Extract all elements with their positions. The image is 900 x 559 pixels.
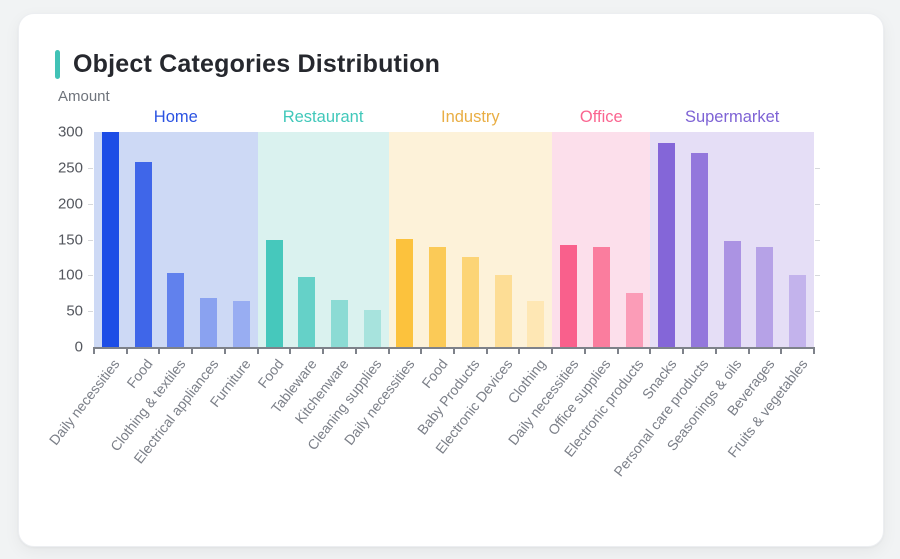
x-axis-tick	[322, 347, 325, 354]
bar	[723, 240, 741, 347]
title-accent-bar	[55, 50, 60, 79]
y-axis-tick	[815, 167, 820, 169]
x-axis-tick	[780, 347, 783, 354]
bar	[756, 246, 774, 347]
x-axis-tick	[158, 347, 161, 354]
y-axis-tick	[815, 239, 820, 241]
x-axis-tick	[682, 347, 685, 354]
bar	[134, 162, 152, 347]
bar	[658, 142, 676, 347]
y-tick-label: 100	[57, 266, 83, 284]
y-tick-label: 50	[66, 302, 83, 320]
y-axis-label: Amount	[58, 88, 110, 105]
x-axis-tick	[93, 347, 95, 354]
x-axis-tick	[813, 347, 815, 354]
group-label: Home	[153, 108, 198, 126]
bar	[101, 132, 119, 347]
bar	[592, 247, 610, 347]
bar	[330, 300, 348, 347]
x-axis-tick	[223, 347, 226, 354]
x-axis-tick	[289, 347, 292, 354]
y-axis: 0 50 100 150 200 250 300	[19, 124, 83, 356]
group-label: Office	[579, 108, 623, 126]
x-axis-labels: Daily necessities Food Clothing & textiles…	[46, 356, 814, 531]
bar	[494, 275, 512, 347]
chart-card: Object Categories Distribution Amount Ho…	[18, 13, 884, 547]
bar	[298, 277, 316, 347]
bar	[232, 301, 250, 347]
x-axis-tick	[714, 347, 717, 354]
bar	[560, 245, 578, 347]
bar	[363, 310, 381, 347]
x-axis-tick	[485, 347, 488, 354]
x-axis-tick	[453, 347, 455, 354]
y-axis-tick	[815, 311, 820, 313]
y-axis-tick	[88, 311, 93, 313]
x-axis-ticks	[93, 347, 815, 355]
y-axis-tick	[88, 239, 93, 241]
group-label: Supermarket	[684, 108, 780, 126]
x-tick-label: Food	[254, 356, 287, 392]
y-tick-label: 300	[57, 123, 83, 141]
y-tick-label: 150	[57, 231, 83, 248]
bar	[200, 297, 218, 347]
x-tick-label: Daily necessities	[46, 356, 123, 449]
bar	[625, 293, 643, 347]
y-axis-tick	[815, 275, 820, 277]
bar	[396, 238, 414, 347]
bar	[461, 256, 479, 347]
x-axis-tick	[191, 347, 194, 354]
bar	[690, 152, 708, 347]
x-axis-tick	[256, 347, 259, 354]
x-axis-tick	[420, 347, 423, 354]
y-axis-tick	[88, 275, 93, 277]
bar	[167, 273, 185, 347]
bar	[429, 247, 447, 347]
plot-area	[88, 132, 820, 347]
y-axis-tick	[88, 167, 93, 169]
x-axis-tick	[583, 347, 586, 354]
bar	[265, 239, 283, 347]
x-axis-tick	[551, 347, 554, 354]
title-row: Object Categories Distribution	[55, 50, 440, 79]
x-axis-tick	[616, 347, 619, 354]
x-axis-tick	[125, 347, 128, 354]
x-axis-tick	[354, 347, 357, 354]
chart-title: Object Categories Distribution	[73, 50, 441, 78]
group-label: Industry	[440, 108, 500, 126]
y-tick-label: 0	[74, 338, 83, 356]
x-axis-tick	[518, 347, 521, 354]
y-axis-tick	[88, 203, 93, 205]
y-tick-label: 250	[57, 159, 83, 177]
group-labels-row: Home Restaurant Industry Office Supermarket	[94, 106, 814, 128]
x-tick-label: Food	[123, 356, 156, 392]
x-axis-tick	[649, 347, 652, 354]
bar	[789, 274, 807, 347]
y-tick-label: 200	[57, 195, 83, 213]
x-axis-tick	[747, 347, 750, 354]
group-label: Restaurant	[282, 108, 364, 126]
y-axis-tick	[815, 203, 820, 205]
bar	[527, 301, 545, 347]
x-axis-tick	[387, 347, 390, 354]
